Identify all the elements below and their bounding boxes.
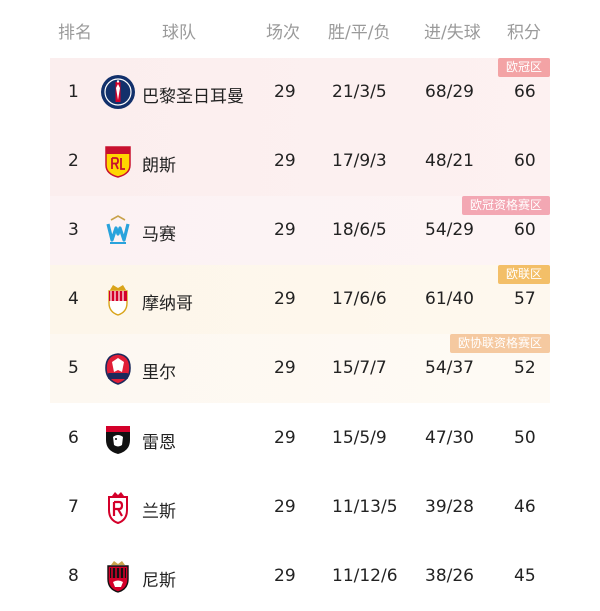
monaco-crest-icon bbox=[108, 285, 128, 316]
team-points: 52 bbox=[514, 358, 536, 378]
zone-badge-uel: 欧联区 bbox=[497, 265, 550, 284]
team-goals: 47/30 bbox=[425, 428, 474, 448]
team-points: 60 bbox=[514, 151, 536, 171]
team-played: 29 bbox=[274, 358, 296, 378]
team-rank: 2 bbox=[68, 151, 79, 171]
team-row-7[interactable]: 7 兰斯 29 11/13/5 39/28 46 bbox=[50, 473, 550, 542]
team-goals: 54/37 bbox=[425, 358, 474, 378]
rennes-crest-icon bbox=[106, 426, 130, 454]
team-name[interactable]: 尼斯 bbox=[142, 571, 176, 591]
team-record: 18/6/5 bbox=[332, 220, 387, 240]
header-team: 球队 bbox=[162, 23, 196, 43]
team-points: 46 bbox=[514, 497, 536, 517]
team-row-3[interactable]: 欧冠资格赛区 3 马赛 29 18/6/5 54/29 60 bbox=[50, 196, 550, 265]
header-record: 胜/平/负 bbox=[328, 23, 391, 43]
lille-crest-icon bbox=[105, 353, 131, 385]
team-rank: 3 bbox=[68, 220, 79, 240]
team-row-4[interactable]: 欧联区 4 摩纳哥 29 17/6/6 61/40 57 bbox=[50, 265, 550, 334]
team-played: 29 bbox=[274, 151, 296, 171]
marseille-crest-icon bbox=[106, 215, 130, 244]
table-header: 排名 球队 场次 胜/平/负 进/失球 积分 bbox=[50, 0, 550, 58]
header-rank: 排名 bbox=[58, 23, 92, 43]
team-points: 57 bbox=[514, 289, 536, 309]
team-name[interactable]: 巴黎圣日耳曼 bbox=[142, 87, 244, 107]
team-name[interactable]: 兰斯 bbox=[142, 502, 176, 522]
header-goals: 进/失球 bbox=[424, 23, 481, 43]
nice-crest-icon bbox=[107, 561, 129, 593]
team-played: 29 bbox=[274, 289, 296, 309]
psg-crest-icon bbox=[101, 75, 135, 109]
team-played: 29 bbox=[274, 82, 296, 102]
team-record: 11/12/6 bbox=[332, 566, 398, 586]
team-row-5[interactable]: 欧协联资格赛区 5 里尔 29 15/7/7 54/37 52 bbox=[50, 334, 550, 403]
team-rank: 5 bbox=[68, 358, 79, 378]
team-goals: 38/26 bbox=[425, 566, 474, 586]
team-record: 15/5/9 bbox=[332, 428, 387, 448]
team-record: 17/6/6 bbox=[332, 289, 387, 309]
team-name[interactable]: 里尔 bbox=[142, 363, 176, 383]
team-name[interactable]: 雷恩 bbox=[142, 433, 176, 453]
team-goals: 39/28 bbox=[425, 497, 474, 517]
team-played: 29 bbox=[274, 220, 296, 240]
team-rank: 8 bbox=[68, 566, 79, 586]
team-played: 29 bbox=[274, 428, 296, 448]
team-goals: 54/29 bbox=[425, 220, 474, 240]
team-played: 29 bbox=[274, 497, 296, 517]
team-goals: 61/40 bbox=[425, 289, 474, 309]
lens-crest-icon bbox=[105, 146, 131, 178]
team-name[interactable]: 马赛 bbox=[142, 225, 176, 245]
team-record: 15/7/7 bbox=[332, 358, 387, 378]
team-points: 50 bbox=[514, 428, 536, 448]
team-row-8[interactable]: 8 尼斯 29 11/12/6 38/26 45 bbox=[50, 542, 550, 611]
team-points: 66 bbox=[514, 82, 536, 102]
team-points: 45 bbox=[514, 566, 536, 586]
team-points: 60 bbox=[514, 220, 536, 240]
team-rank: 6 bbox=[68, 428, 79, 448]
team-row-6[interactable]: 6 雷恩 29 15/5/9 47/30 50 bbox=[50, 404, 550, 473]
team-rank: 1 bbox=[68, 82, 79, 102]
team-row-1[interactable]: 欧冠区 1 巴黎圣日耳曼 29 21/3/5 68/29 66 bbox=[50, 58, 550, 127]
reims-crest-icon bbox=[108, 492, 128, 525]
team-name[interactable]: 朗斯 bbox=[142, 156, 176, 176]
team-record: 11/13/5 bbox=[332, 497, 398, 517]
team-goals: 48/21 bbox=[425, 151, 474, 171]
team-record: 21/3/5 bbox=[332, 82, 387, 102]
team-goals: 68/29 bbox=[425, 82, 474, 102]
zone-badge-uecl-qualifying: 欧协联资格赛区 bbox=[449, 334, 550, 353]
standings-table: 排名 球队 场次 胜/平/负 进/失球 积分 欧冠区 1 巴黎圣日耳曼 29 2… bbox=[50, 0, 550, 610]
header-points: 积分 bbox=[507, 23, 541, 43]
team-record: 17/9/3 bbox=[332, 151, 387, 171]
team-played: 29 bbox=[274, 566, 296, 586]
team-name[interactable]: 摩纳哥 bbox=[142, 294, 193, 314]
team-rank: 7 bbox=[68, 497, 79, 517]
header-played: 场次 bbox=[266, 23, 300, 43]
team-row-2[interactable]: 2 朗斯 29 17/9/3 48/21 60 bbox=[50, 127, 550, 196]
zone-badge-ucl-qualifying: 欧冠资格赛区 bbox=[461, 196, 550, 215]
zone-badge-ucl: 欧冠区 bbox=[497, 58, 550, 77]
team-rank: 4 bbox=[68, 289, 79, 309]
